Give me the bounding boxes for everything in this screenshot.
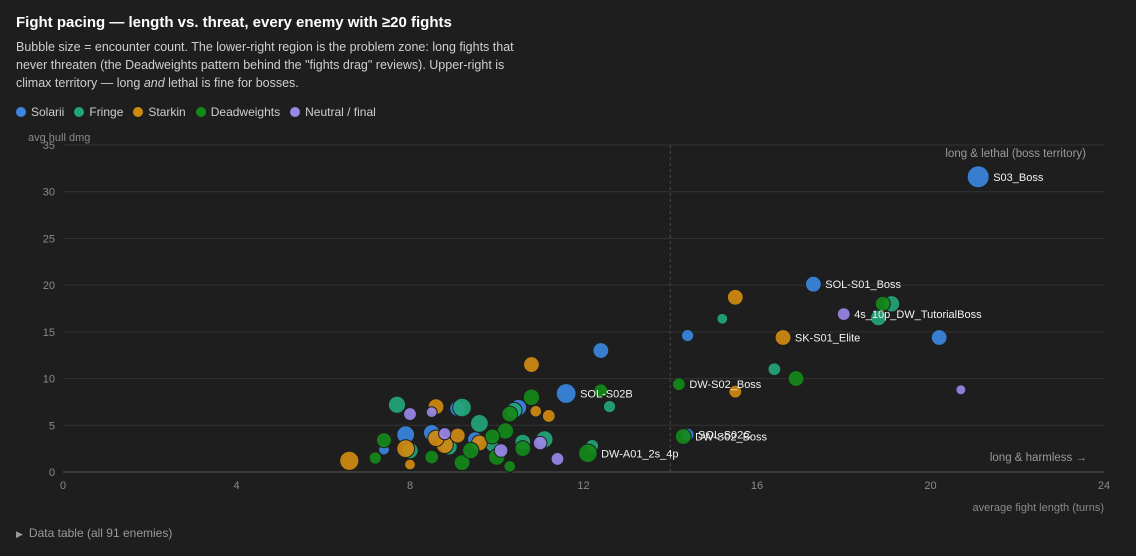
legend-item[interactable]: Neutral / final (290, 105, 376, 119)
chart-title: Fight pacing — length vs. threat, every … (16, 14, 452, 31)
x-tick-label: 8 (407, 480, 413, 492)
bubble-starkin (529, 404, 543, 418)
bubble-solarii (681, 328, 695, 343)
y-tick-label: 10 (43, 374, 55, 386)
bubble-neutral-final (532, 435, 548, 451)
bubble-deadweights (672, 377, 686, 392)
bubble-deadweights (424, 449, 439, 465)
bubble-solarii (804, 275, 822, 293)
legend-label: Fringe (89, 105, 124, 119)
x-tick-label: 24 (1098, 480, 1110, 492)
point-label: SOL-S02C (698, 430, 751, 442)
bubble-deadweights (462, 441, 480, 460)
x-axis-label: average fight length (turns) (973, 502, 1104, 514)
bubble-deadweights (453, 454, 471, 472)
y-tick-label: 25 (43, 233, 55, 245)
bubble-starkin (774, 329, 792, 346)
legend-label: Starkin (148, 105, 186, 119)
y-tick-label: 0 (49, 467, 55, 479)
bubble-starkin (449, 427, 466, 444)
data-table-toggle[interactable]: ▶ Data table (all 91 enemies) (16, 526, 172, 540)
y-tick-label: 15 (43, 327, 55, 339)
legend-swatch (290, 107, 301, 117)
bubble-neutral-final (550, 452, 565, 466)
x-tick-label: 16 (751, 480, 763, 492)
bubble-solarii (592, 342, 610, 359)
legend: Solarii Fringe Starkin Deadweights Neutral /… (16, 105, 376, 119)
bubble-deadweights (514, 440, 532, 458)
triangle-right-icon: ▶ (16, 529, 23, 539)
legend-swatch (74, 107, 85, 117)
legend-item[interactable]: Deadweights (195, 105, 281, 119)
bubble-neutral-final (438, 427, 452, 441)
bubble-starkin (541, 409, 556, 423)
point-label: SK-S01_Elite (795, 332, 860, 344)
legend-swatch (195, 107, 206, 117)
bubble-deadweights (522, 388, 541, 406)
bubble-fringe (716, 312, 729, 325)
bubble-neutral-final (493, 443, 509, 458)
bubble-neutral-final (955, 384, 967, 396)
bubble-neutral-final (403, 407, 417, 421)
x-tick-label: 4 (233, 480, 239, 492)
point-label: DW-S02_Boss (695, 431, 767, 443)
bubble-starkin (726, 288, 744, 306)
x-tick-label: 12 (577, 480, 589, 492)
legend-item[interactable]: Fringe (74, 105, 123, 119)
y-tick-label: 5 (49, 420, 55, 432)
bubble-starkin (396, 439, 416, 459)
x-tick-label: 20 (924, 480, 936, 492)
bubble-starkin (523, 356, 540, 373)
bubble-deadweights (874, 295, 891, 312)
point-label: S03_Boss (993, 172, 1044, 184)
bubble-fringe (387, 395, 407, 414)
point-label: SOL-S02B (580, 389, 633, 401)
bubble-fringe (452, 397, 472, 418)
x-tick-label: 0 (60, 480, 66, 492)
bubble-solarii (930, 329, 948, 346)
bubble-neutral-final (425, 406, 438, 419)
point-label: DW-S02_Boss (689, 379, 761, 391)
annotation-harmless: long & harmless → (990, 452, 1087, 464)
bubble-neutral-final (836, 307, 851, 322)
bubble-starkin (404, 458, 416, 471)
legend-swatch (133, 107, 144, 117)
legend-item[interactable]: Starkin (133, 105, 186, 119)
bubble-deadweights (593, 383, 609, 399)
bubble-deadweights (501, 405, 519, 423)
legend-label: Neutral / final (305, 105, 376, 119)
data-table-toggle-label: Data table (all 91 enemies) (28, 526, 173, 540)
bubble-deadweights (674, 428, 692, 445)
y-axis-label: avg hull dmg (28, 132, 90, 144)
bubble-deadweights (578, 443, 598, 464)
bubble-deadweights (484, 428, 501, 445)
point-label: DW-A01_2s_4p (601, 448, 678, 460)
legend-item[interactable]: Solarii (16, 105, 64, 119)
bubble-solarii (555, 383, 577, 404)
legend-label: Deadweights (210, 105, 281, 119)
bubble-deadweights (368, 451, 382, 465)
y-tick-label: 20 (43, 280, 55, 292)
bubble-fringe (767, 362, 782, 377)
bubble-deadweights (375, 432, 392, 449)
y-tick-label: 30 (43, 187, 55, 199)
annotation-boss-territory: long & lethal (boss territory) (945, 148, 1086, 160)
point-label: SOL-S01_Boss (825, 279, 901, 291)
bubble-deadweights (787, 370, 805, 387)
chart-subtitle: Bubble size = encounter count. The lower… (16, 40, 514, 90)
bubble-starkin (728, 384, 743, 399)
bubble-fringe (602, 400, 617, 414)
bubble-deadweights (503, 460, 517, 473)
y-tick-label: 35 (43, 140, 55, 152)
bubble-fringe (470, 414, 489, 433)
point-label: 4s_10p_DW_TutorialBoss (854, 309, 982, 321)
legend-swatch (16, 107, 26, 117)
bubble-starkin (339, 450, 360, 471)
bubble-solarii (966, 165, 990, 189)
legend-label: Solarii (31, 105, 65, 119)
